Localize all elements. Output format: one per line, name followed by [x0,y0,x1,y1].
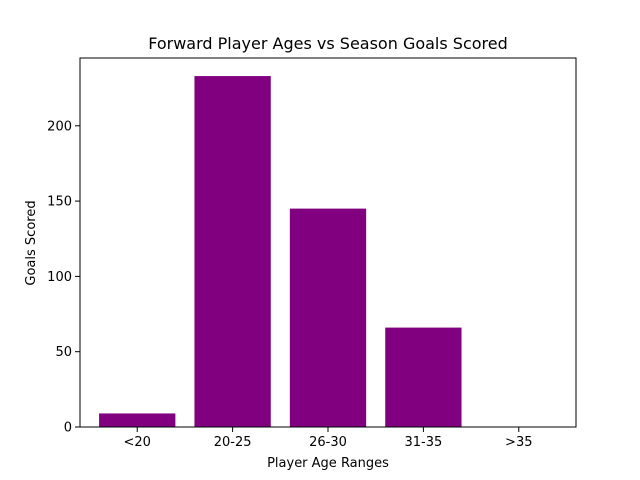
y-tick-label: 0 [64,421,72,436]
y-axis-label: Goals Scored [24,200,39,285]
y-tick-label: 200 [47,119,72,134]
x-tick-label: 31-35 [404,435,442,450]
x-tick-label: 20-25 [214,435,252,450]
bar-31-35 [385,328,461,427]
bar-26-30 [290,209,366,427]
chart-title: Forward Player Ages vs Season Goals Scor… [148,34,508,53]
y-tick-label: 150 [47,195,72,210]
bar-<20 [99,413,175,427]
x-tick-label: 26-30 [309,435,347,450]
x-axis-label: Player Age Ranges [267,456,389,471]
y-tick-label: 50 [55,345,72,360]
bar-20-25 [194,76,270,427]
x-tick-label: <20 [124,435,151,450]
y-tick-label: 100 [47,270,72,285]
x-tick-label: >35 [505,435,532,450]
